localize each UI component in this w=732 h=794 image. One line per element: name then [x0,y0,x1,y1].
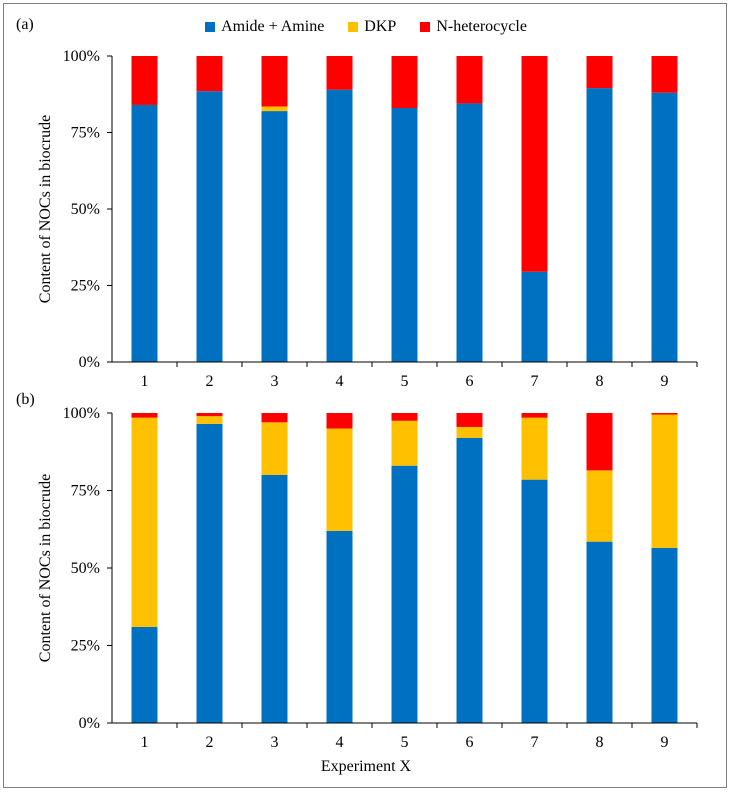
bar-a-2-amide-amine [196,91,223,362]
x-tick-label-b-6: 6 [466,734,474,751]
x-tick-label-b-9: 9 [661,734,669,751]
bar-a-3-amide-amine [261,111,288,362]
bar-b-8-dkp [586,470,613,542]
bar-a-6-amide-amine [456,103,483,363]
bar-b-9-amide-amine [651,547,678,723]
y-axis-title-b: Content of NOCs in biocrude [37,474,54,662]
bar-a-4-amide-amine [326,89,353,362]
bar-b-1-dkp [131,417,158,627]
x-tick-label-b-8: 8 [596,734,604,751]
bar-a-4-n-heterocycle [326,56,353,90]
y-tick-label-b-3: 75% [71,483,100,500]
bar-b-5-n-heterocycle [391,413,418,421]
x-tick-label-b-1: 1 [141,734,149,751]
bar-b-9-n-heterocycle [651,413,678,415]
panel-b-label: (b) [16,391,35,408]
bar-a-6-n-heterocycle [456,56,483,104]
x-tick-label-a-4: 4 [336,373,344,390]
bar-a-8-n-heterocycle [586,56,613,89]
legend-label-amide-amine: Amide + Amine [221,18,325,35]
x-tick-label-a-5: 5 [401,373,409,390]
bar-b-9-dkp [651,414,678,548]
bar-b-7-amide-amine [521,479,548,723]
bar-a-5-amide-amine [391,108,418,363]
legend-swatch-n-heterocycle [420,22,431,32]
figure-frame [3,3,727,788]
bar-b-8-amide-amine [586,541,613,723]
bar-b-5-dkp [391,420,418,466]
legend-entry-amide-amine: Amide + Amine [205,16,324,38]
bar-b-8-n-heterocycle [586,413,613,471]
bar-b-1-n-heterocycle [131,413,158,418]
x-axis-title: Experiment X [320,758,412,775]
bar-a-8-amide-amine [586,88,613,362]
panel-a: Content of NOCs in biocrude 0% 25% 50% 75% 10… [37,48,698,390]
y-tick-label-a-1: 25% [71,278,100,295]
legend-swatch-amide-amine [205,22,216,32]
bar-b-7-dkp [521,417,548,480]
bar-b-3-n-heterocycle [261,413,288,423]
y-axis-title-a: Content of NOCs in biocrude [37,115,54,303]
x-tick-label-a-9: 9 [661,373,669,390]
legend-entry-dkp: DKP [348,16,396,38]
y-tick-label-a-0: 0% [79,354,100,371]
bar-a-1-amide-amine [131,104,158,363]
panel-b: Content of NOCs in biocrude 0% 25% 50% 75% 10… [37,405,698,751]
y-tick-label-b-1: 25% [71,638,100,655]
y-tick-label-a-4: 100% [63,48,100,65]
bar-a-9-amide-amine [651,92,678,362]
bar-b-3-dkp [261,422,288,475]
x-tick-label-b-4: 4 [336,734,344,751]
legend-label-dkp: DKP [364,18,397,35]
bar-a-9-n-heterocycle [651,56,678,93]
bar-b-6-n-heterocycle [456,413,483,427]
bar-b-1-amide-amine [131,626,158,723]
panel-a-label: (a) [16,16,34,33]
bar-b-2-n-heterocycle [196,413,223,417]
x-tick-label-a-8: 8 [596,373,604,390]
x-tick-label-b-3: 3 [271,734,279,751]
bar-b-3-amide-amine [261,475,288,723]
x-tick-label-a-3: 3 [271,373,279,390]
bar-b-4-amide-amine [326,530,353,723]
x-tick-label-b-5: 5 [401,734,409,751]
x-tick-label-a-1: 1 [141,373,149,390]
bar-a-7-n-heterocycle [521,56,548,272]
bar-b-6-amide-amine [456,437,483,723]
y-tick-label-b-4: 100% [63,405,100,422]
x-tick-label-a-7: 7 [531,373,539,390]
bar-a-7-amide-amine [521,271,548,362]
bar-b-4-n-heterocycle [326,413,353,429]
y-tick-label-b-2: 50% [71,560,100,577]
bar-b-7-n-heterocycle [521,413,548,418]
x-tick-label-b-7: 7 [531,734,539,751]
x-tick-label-a-2: 2 [206,373,214,390]
y-tick-label-a-3: 75% [71,125,100,142]
bar-b-2-dkp [196,416,223,424]
bar-b-5-amide-amine [391,465,418,723]
bar-a-5-n-heterocycle [391,56,418,109]
legend: Amide + Amine DKP N-heterocycle [0,16,732,38]
bar-a-1-n-heterocycle [131,56,158,105]
bar-b-2-amide-amine [196,423,223,723]
bar-a-3-dkp [261,106,288,112]
legend-entry-n-heterocycle: N-heterocycle [420,16,527,38]
bar-a-2-n-heterocycle [196,56,223,92]
bar-a-3-n-heterocycle [261,56,288,107]
y-tick-label-b-0: 0% [79,715,100,732]
bar-b-4-dkp [326,428,353,531]
legend-swatch-dkp [348,22,359,32]
x-tick-label-b-2: 2 [206,734,214,751]
bar-b-6-dkp [456,426,483,438]
legend-label-n-heterocycle: N-heterocycle [436,18,527,35]
y-tick-label-a-2: 50% [71,201,100,218]
x-tick-label-a-6: 6 [466,373,474,390]
